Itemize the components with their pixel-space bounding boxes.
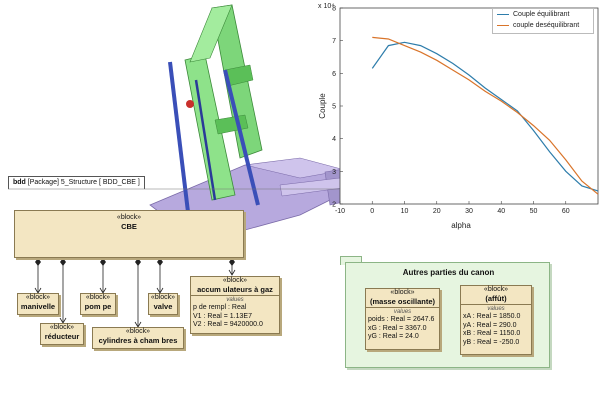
legend-swatch-1	[497, 14, 509, 15]
block-masse-oscillante[interactable]: «block» (masse oscillante) values poids …	[365, 288, 440, 350]
cad-cylinder-left	[168, 61, 190, 213]
block-accum-attr-3: V2 : Real = 9420000.0	[193, 321, 263, 328]
x-tick-label: 0	[370, 208, 374, 215]
block-affut-attr-4: yB : Real = -250.0	[463, 338, 520, 346]
block-accum-attr-2: V1 : Real = 1.13E7	[193, 312, 252, 320]
y-tick-label: 7	[332, 38, 336, 45]
block-cbe[interactable]: «block» CBE	[14, 210, 244, 258]
chart-plot-area	[339, 7, 599, 205]
block-accum-name: accum ulateurs à gaz	[197, 285, 273, 294]
chart-y-label: Couple	[318, 93, 327, 119]
block-manivelle-stereotype: «block»	[25, 294, 51, 301]
block-affut-attr-3: xB : Real = 1150.0	[463, 330, 521, 337]
frame-kind: bdd	[13, 179, 26, 186]
block-masse-attr-1: poids : Real = 2647.6	[368, 316, 435, 323]
y-tick-label: 3	[332, 169, 336, 176]
chart-x-label: alpha	[451, 221, 471, 230]
block-masse-separator	[366, 307, 439, 308]
block-valve-name: valve	[153, 302, 173, 311]
legend-item-series-1: Couple équilibrant	[497, 11, 569, 18]
block-masse-attr-3: yG : Real = 24.0	[368, 333, 419, 340]
block-affut-attr-1: xA : Real = 1850.0	[463, 313, 521, 320]
cad-frame-top	[189, 4, 233, 63]
frame-title: [Package] 5_Structure [ BDD_CBE ]	[27, 179, 140, 186]
block-reducteur-stereotype: «block»	[49, 324, 75, 331]
cad-red-part	[186, 100, 194, 108]
legend-item-series-2: couple deséquilibrant	[497, 22, 579, 29]
legend-label-1: Couple équilibrant	[513, 11, 570, 18]
package-tab	[340, 256, 362, 265]
y-tick-label: 4	[332, 136, 336, 143]
x-tick-label: 30	[465, 208, 473, 215]
block-masse-attr-2: xG : Real = 3367.0	[368, 324, 427, 332]
block-affut-separator	[461, 304, 531, 305]
composition-links	[37, 258, 233, 326]
block-valve-stereotype: «block»	[150, 294, 176, 301]
y-tick-label: 5	[332, 104, 336, 111]
block-cbe-name: CBE	[121, 222, 137, 231]
block-pompe-stereotype: «block»	[85, 294, 111, 301]
x-tick-label: 40	[497, 208, 505, 215]
block-affut-name: (affût)	[485, 294, 507, 303]
x-tick-label: 20	[433, 208, 441, 215]
block-manivelle[interactable]: «block» manivelle	[17, 293, 59, 315]
series-line-1	[371, 41, 599, 192]
block-cbe-stereotype: «block»	[116, 214, 142, 221]
block-pompe-name: pom pe	[84, 302, 112, 311]
cad-rod	[194, 79, 217, 201]
x-tick-label: 10	[401, 208, 409, 215]
block-manivelle-name: manivelle	[20, 302, 56, 311]
block-cylindres[interactable]: «block» cylindres à cham bres	[92, 327, 184, 349]
x-tick-label: 50	[530, 208, 538, 215]
block-accum-attr-1: p de rempl : Real	[193, 304, 247, 311]
block-accumulateurs[interactable]: «block» accum ulateurs à gaz values p de…	[190, 276, 280, 334]
block-pompe[interactable]: «block» pom pe	[80, 293, 116, 315]
bdd-frame-tab: bdd [Package] 5_Structure [ BDD_CBE ]	[8, 176, 145, 189]
block-cylindres-stereotype: «block»	[125, 328, 151, 335]
block-affut-attr-2: yA : Real = 290.0	[463, 321, 517, 329]
y-tick-label: 8	[332, 6, 336, 13]
block-affut-values-label: values	[487, 306, 505, 312]
x-tick-label: -10	[335, 208, 345, 215]
block-masse-name: (masse oscillante)	[369, 297, 436, 306]
x-tick-label: 60	[562, 208, 570, 215]
block-accum-stereotype: «block»	[222, 277, 248, 284]
block-masse-stereotype: «block»	[390, 289, 415, 296]
y-tick-label: 2	[332, 202, 336, 209]
package-title: Autres parties du canon	[402, 268, 495, 277]
legend-swatch-2	[497, 25, 509, 26]
block-valve[interactable]: «block» valve	[148, 293, 178, 315]
block-reducteur[interactable]: «block» réducteur	[40, 323, 84, 345]
block-reducteur-name: réducteur	[44, 332, 80, 341]
composition-diamonds	[35, 258, 235, 266]
block-accum-separator	[191, 295, 279, 296]
legend-label-2: couple deséquilibrant	[513, 22, 580, 29]
block-cylindres-name: cylindres à cham bres	[98, 336, 178, 345]
block-accum-values-label: values	[226, 297, 244, 303]
chart-legend: Couple équilibrant couple deséquilibrant	[492, 8, 594, 34]
y-tick-label: 6	[332, 71, 336, 78]
chart-y-multiplier: x 10⁴	[318, 3, 334, 10]
cad-cylinder-right	[223, 69, 260, 206]
block-affut[interactable]: «block» (affût) values xA : Real = 1850.…	[460, 285, 532, 355]
series-line-2	[372, 36, 599, 195]
block-affut-stereotype: «block»	[483, 286, 509, 293]
block-masse-values-label: values	[393, 309, 412, 315]
